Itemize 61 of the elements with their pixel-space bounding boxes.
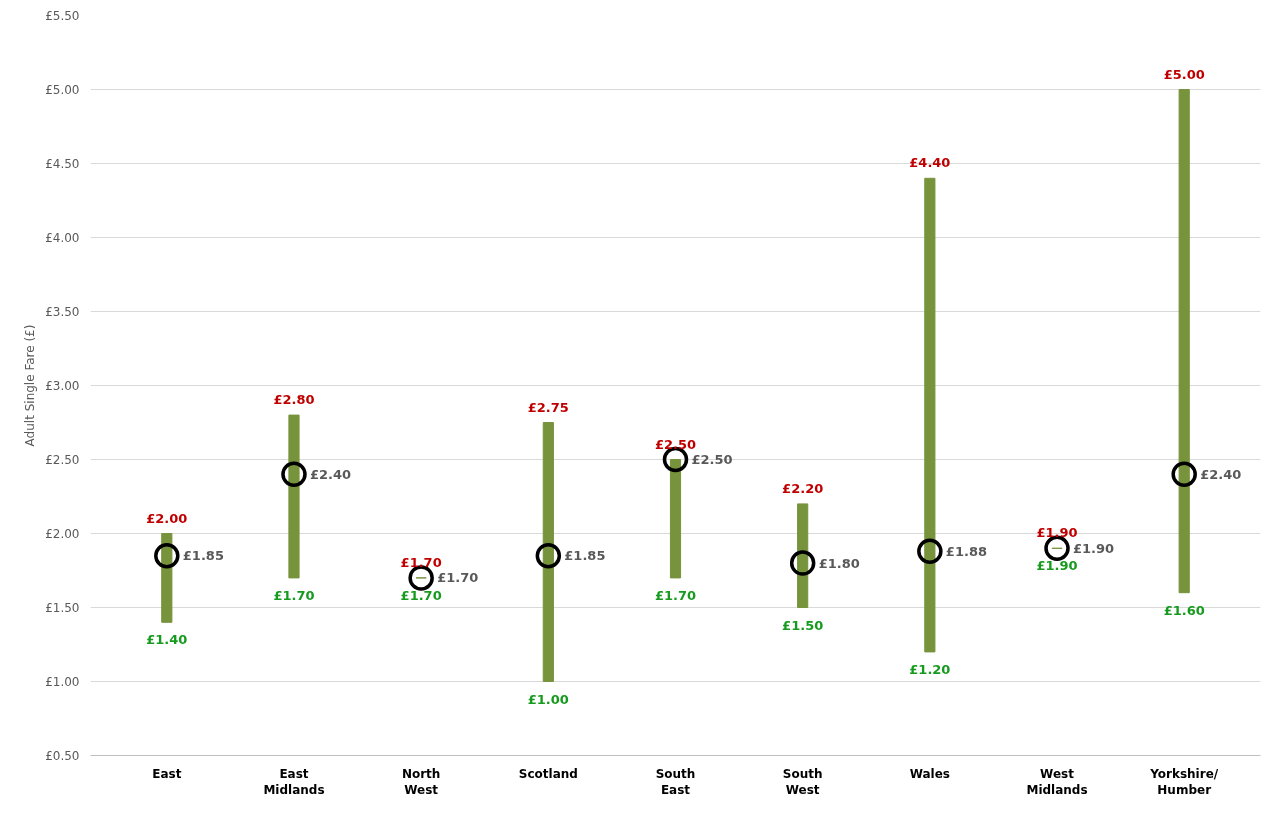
point <box>1171 461 1197 488</box>
x-tick-label: Wales <box>909 766 951 781</box>
point <box>281 461 307 488</box>
annotation: £1.70 <box>273 587 315 603</box>
bar <box>288 414 300 579</box>
annotation: £4.40 <box>909 155 951 171</box>
y-tick-label: £1.50 <box>45 600 80 615</box>
annotation: £2.50 <box>691 452 733 467</box>
annotation: £1.20 <box>909 661 951 677</box>
annotation: £1.90 <box>1073 540 1115 556</box>
bar <box>1178 89 1190 594</box>
point <box>789 550 816 576</box>
point <box>917 538 943 564</box>
x-tick-label: Scotland <box>518 766 578 781</box>
y-tick-label: £1.00 <box>45 674 80 689</box>
annotation: £2.20 <box>782 480 824 496</box>
point <box>408 565 434 591</box>
x-tick-label: East <box>152 766 182 781</box>
y-tick-label: £2.50 <box>45 452 80 467</box>
point <box>154 542 180 569</box>
x-tick-label: South East <box>655 766 696 798</box>
x-tick-label: South West <box>782 766 823 798</box>
x-tick-label: Yorkshire/ Humber <box>1149 766 1219 798</box>
bar <box>669 459 682 579</box>
data-label: £1.70 <box>400 554 442 570</box>
annotation: £1.70 <box>654 587 697 603</box>
y-tick-label: £2.00 <box>45 526 80 541</box>
y-tick-label: £4.50 <box>45 156 80 171</box>
y-tick-label: £5.50 <box>45 8 80 23</box>
annotation: £2.75 <box>527 399 569 415</box>
annotation: £1.00 <box>527 691 569 707</box>
annotation: £1.90 <box>1036 558 1078 574</box>
annotation: £1.70 <box>437 570 479 586</box>
data-label: £2.40 <box>1200 466 1242 482</box>
annotation: £5.00 <box>1163 66 1205 82</box>
y-tick-label: £4.00 <box>45 230 80 245</box>
y-tick-label: £3.00 <box>45 378 80 393</box>
annotation: £1.40 <box>146 632 188 648</box>
annotation: £2.80 <box>273 392 315 408</box>
data-label: £1.90 <box>1036 525 1078 541</box>
x-tick-label: East Midlands <box>263 766 325 798</box>
annotation: £1.60 <box>1163 602 1205 618</box>
data-label: £2.40 <box>309 466 352 482</box>
bar <box>924 177 936 653</box>
annotation: £1.70 <box>400 587 442 603</box>
y-tick-label: £0.50 <box>45 748 80 763</box>
x-tick-label: North West <box>401 766 441 798</box>
bar <box>542 422 554 682</box>
y-tick-label: £5.00 <box>45 82 80 97</box>
annotation: £1.50 <box>782 617 824 633</box>
y-tick-label: £3.50 <box>45 304 80 319</box>
bar <box>797 503 809 608</box>
y-axis-title: Adult Single Fare (£) <box>23 324 38 447</box>
data-label: £1.88 <box>945 543 987 559</box>
annotation: £2.00 <box>146 510 188 526</box>
data-label: £1.85 <box>182 548 224 564</box>
data-label: £1.85 <box>564 548 606 564</box>
data-label: £1.80 <box>818 555 860 571</box>
point <box>535 542 562 569</box>
data-label: £2.50 <box>654 436 697 452</box>
x-tick-label: West Midlands <box>1026 766 1088 798</box>
